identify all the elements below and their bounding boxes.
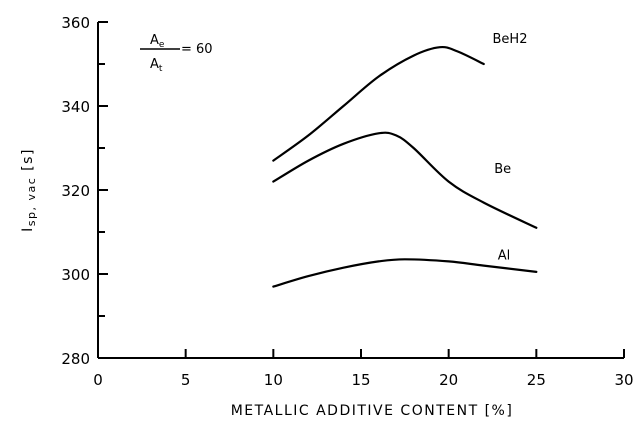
- x-tick-label: 10: [264, 371, 283, 389]
- series-be-label: Be: [494, 162, 511, 177]
- series-al-line: [272, 258, 538, 288]
- area-ratio-value: = 60: [181, 42, 213, 57]
- x-tick-label: 5: [181, 371, 191, 389]
- y-axis-title: Isp, vac [s]: [20, 148, 38, 232]
- y-tick-label: 300: [61, 266, 90, 284]
- x-tick-label: 20: [439, 371, 458, 389]
- area-ratio-numerator: Ae: [150, 33, 165, 50]
- series-layer: BeH2 Be Al: [272, 32, 538, 288]
- series-beh2-label: BeH2: [493, 32, 528, 47]
- x-axis-title: METALLIC ADDITIVE CONTENT [%]: [231, 403, 514, 419]
- area-ratio-annotation: Ae At = 60: [140, 33, 213, 74]
- y-tick-label: 320: [61, 182, 90, 200]
- x-tick-label: 15: [351, 371, 370, 389]
- x-tick-label: 30: [614, 371, 633, 389]
- series-beh2-line: [272, 45, 485, 162]
- y-tick-label: 360: [61, 14, 90, 32]
- x-tick-label: 0: [93, 371, 103, 389]
- y-tick-label: 280: [61, 350, 90, 368]
- area-ratio-denominator: At: [150, 57, 163, 74]
- series-be-line: [272, 131, 538, 229]
- axes: 0 5 10 15 20 25 30 280 300 320 340 360: [61, 14, 633, 389]
- x-tick-label: 25: [527, 371, 546, 389]
- y-tick-label: 340: [61, 98, 90, 116]
- series-al-label: Al: [498, 248, 511, 263]
